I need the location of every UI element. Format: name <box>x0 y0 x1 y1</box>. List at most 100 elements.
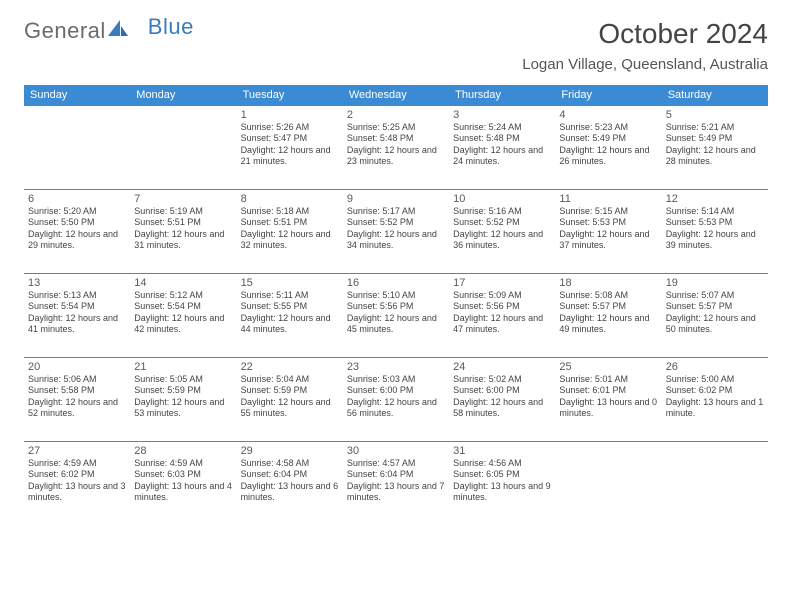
day-cell: 29Sunrise: 4:58 AMSunset: 6:04 PMDayligh… <box>237 442 343 526</box>
empty-cell <box>555 442 661 526</box>
day-number: 5 <box>666 109 764 121</box>
day-number: 29 <box>241 445 339 457</box>
day-info: Sunrise: 4:59 AMSunset: 6:03 PMDaylight:… <box>134 458 232 503</box>
day-number: 18 <box>559 277 657 289</box>
day-cell: 20Sunrise: 5:06 AMSunset: 5:58 PMDayligh… <box>24 358 130 442</box>
day-cell: 26Sunrise: 5:00 AMSunset: 6:02 PMDayligh… <box>662 358 768 442</box>
location-text: Logan Village, Queensland, Australia <box>522 56 768 73</box>
col-friday: Friday <box>555 85 661 106</box>
day-number: 30 <box>347 445 445 457</box>
col-tuesday: Tuesday <box>237 85 343 106</box>
col-saturday: Saturday <box>662 85 768 106</box>
day-number: 4 <box>559 109 657 121</box>
day-number: 14 <box>134 277 232 289</box>
day-number: 9 <box>347 193 445 205</box>
empty-cell <box>24 106 130 190</box>
day-cell: 3Sunrise: 5:24 AMSunset: 5:48 PMDaylight… <box>449 106 555 190</box>
logo-sail-icon <box>108 18 130 44</box>
empty-cell <box>130 106 236 190</box>
day-info: Sunrise: 5:06 AMSunset: 5:58 PMDaylight:… <box>28 374 126 419</box>
day-cell: 17Sunrise: 5:09 AMSunset: 5:56 PMDayligh… <box>449 274 555 358</box>
day-number: 16 <box>347 277 445 289</box>
day-info: Sunrise: 5:21 AMSunset: 5:49 PMDaylight:… <box>666 122 764 167</box>
day-cell: 4Sunrise: 5:23 AMSunset: 5:49 PMDaylight… <box>555 106 661 190</box>
day-number: 13 <box>28 277 126 289</box>
logo-text-blue: Blue <box>148 14 194 40</box>
day-number: 2 <box>347 109 445 121</box>
day-cell: 16Sunrise: 5:10 AMSunset: 5:56 PMDayligh… <box>343 274 449 358</box>
day-number: 10 <box>453 193 551 205</box>
day-info: Sunrise: 5:11 AMSunset: 5:55 PMDaylight:… <box>241 290 339 335</box>
week-row: 20Sunrise: 5:06 AMSunset: 5:58 PMDayligh… <box>24 358 768 442</box>
day-number: 17 <box>453 277 551 289</box>
day-number: 25 <box>559 361 657 373</box>
day-cell: 21Sunrise: 5:05 AMSunset: 5:59 PMDayligh… <box>130 358 236 442</box>
day-cell: 7Sunrise: 5:19 AMSunset: 5:51 PMDaylight… <box>130 190 236 274</box>
day-number: 15 <box>241 277 339 289</box>
day-info: Sunrise: 5:03 AMSunset: 6:00 PMDaylight:… <box>347 374 445 419</box>
day-info: Sunrise: 5:00 AMSunset: 6:02 PMDaylight:… <box>666 374 764 419</box>
day-cell: 5Sunrise: 5:21 AMSunset: 5:49 PMDaylight… <box>662 106 768 190</box>
col-wednesday: Wednesday <box>343 85 449 106</box>
day-header-row: Sunday Monday Tuesday Wednesday Thursday… <box>24 85 768 106</box>
day-info: Sunrise: 5:09 AMSunset: 5:56 PMDaylight:… <box>453 290 551 335</box>
empty-cell <box>662 442 768 526</box>
day-cell: 2Sunrise: 5:25 AMSunset: 5:48 PMDaylight… <box>343 106 449 190</box>
day-number: 21 <box>134 361 232 373</box>
day-cell: 24Sunrise: 5:02 AMSunset: 6:00 PMDayligh… <box>449 358 555 442</box>
day-info: Sunrise: 5:15 AMSunset: 5:53 PMDaylight:… <box>559 206 657 251</box>
day-cell: 31Sunrise: 4:56 AMSunset: 6:05 PMDayligh… <box>449 442 555 526</box>
logo-text-general: General <box>24 18 106 44</box>
day-cell: 1Sunrise: 5:26 AMSunset: 5:47 PMDaylight… <box>237 106 343 190</box>
month-title: October 2024 <box>522 18 768 50</box>
day-info: Sunrise: 5:12 AMSunset: 5:54 PMDaylight:… <box>134 290 232 335</box>
col-thursday: Thursday <box>449 85 555 106</box>
day-number: 3 <box>453 109 551 121</box>
day-info: Sunrise: 5:19 AMSunset: 5:51 PMDaylight:… <box>134 206 232 251</box>
logo: General Blue <box>24 18 194 44</box>
day-info: Sunrise: 5:23 AMSunset: 5:49 PMDaylight:… <box>559 122 657 167</box>
day-cell: 28Sunrise: 4:59 AMSunset: 6:03 PMDayligh… <box>130 442 236 526</box>
day-info: Sunrise: 5:13 AMSunset: 5:54 PMDaylight:… <box>28 290 126 335</box>
day-number: 31 <box>453 445 551 457</box>
col-sunday: Sunday <box>24 85 130 106</box>
day-number: 26 <box>666 361 764 373</box>
day-info: Sunrise: 4:58 AMSunset: 6:04 PMDaylight:… <box>241 458 339 503</box>
col-monday: Monday <box>130 85 236 106</box>
header: General Blue October 2024 Logan Village,… <box>0 0 792 77</box>
day-info: Sunrise: 5:08 AMSunset: 5:57 PMDaylight:… <box>559 290 657 335</box>
day-cell: 14Sunrise: 5:12 AMSunset: 5:54 PMDayligh… <box>130 274 236 358</box>
day-number: 11 <box>559 193 657 205</box>
day-info: Sunrise: 4:56 AMSunset: 6:05 PMDaylight:… <box>453 458 551 503</box>
day-cell: 8Sunrise: 5:18 AMSunset: 5:51 PMDaylight… <box>237 190 343 274</box>
day-info: Sunrise: 4:59 AMSunset: 6:02 PMDaylight:… <box>28 458 126 503</box>
day-cell: 23Sunrise: 5:03 AMSunset: 6:00 PMDayligh… <box>343 358 449 442</box>
day-number: 20 <box>28 361 126 373</box>
day-info: Sunrise: 5:01 AMSunset: 6:01 PMDaylight:… <box>559 374 657 419</box>
day-number: 28 <box>134 445 232 457</box>
week-row: 13Sunrise: 5:13 AMSunset: 5:54 PMDayligh… <box>24 274 768 358</box>
day-number: 22 <box>241 361 339 373</box>
day-info: Sunrise: 4:57 AMSunset: 6:04 PMDaylight:… <box>347 458 445 503</box>
day-number: 27 <box>28 445 126 457</box>
day-cell: 30Sunrise: 4:57 AMSunset: 6:04 PMDayligh… <box>343 442 449 526</box>
day-cell: 12Sunrise: 5:14 AMSunset: 5:53 PMDayligh… <box>662 190 768 274</box>
day-info: Sunrise: 5:20 AMSunset: 5:50 PMDaylight:… <box>28 206 126 251</box>
day-cell: 6Sunrise: 5:20 AMSunset: 5:50 PMDaylight… <box>24 190 130 274</box>
day-info: Sunrise: 5:26 AMSunset: 5:47 PMDaylight:… <box>241 122 339 167</box>
day-cell: 25Sunrise: 5:01 AMSunset: 6:01 PMDayligh… <box>555 358 661 442</box>
day-cell: 11Sunrise: 5:15 AMSunset: 5:53 PMDayligh… <box>555 190 661 274</box>
day-number: 1 <box>241 109 339 121</box>
day-number: 24 <box>453 361 551 373</box>
day-cell: 13Sunrise: 5:13 AMSunset: 5:54 PMDayligh… <box>24 274 130 358</box>
day-info: Sunrise: 5:18 AMSunset: 5:51 PMDaylight:… <box>241 206 339 251</box>
day-number: 12 <box>666 193 764 205</box>
day-number: 8 <box>241 193 339 205</box>
day-info: Sunrise: 5:16 AMSunset: 5:52 PMDaylight:… <box>453 206 551 251</box>
day-info: Sunrise: 5:05 AMSunset: 5:59 PMDaylight:… <box>134 374 232 419</box>
day-cell: 19Sunrise: 5:07 AMSunset: 5:57 PMDayligh… <box>662 274 768 358</box>
day-number: 7 <box>134 193 232 205</box>
week-row: 6Sunrise: 5:20 AMSunset: 5:50 PMDaylight… <box>24 190 768 274</box>
day-cell: 15Sunrise: 5:11 AMSunset: 5:55 PMDayligh… <box>237 274 343 358</box>
day-number: 6 <box>28 193 126 205</box>
